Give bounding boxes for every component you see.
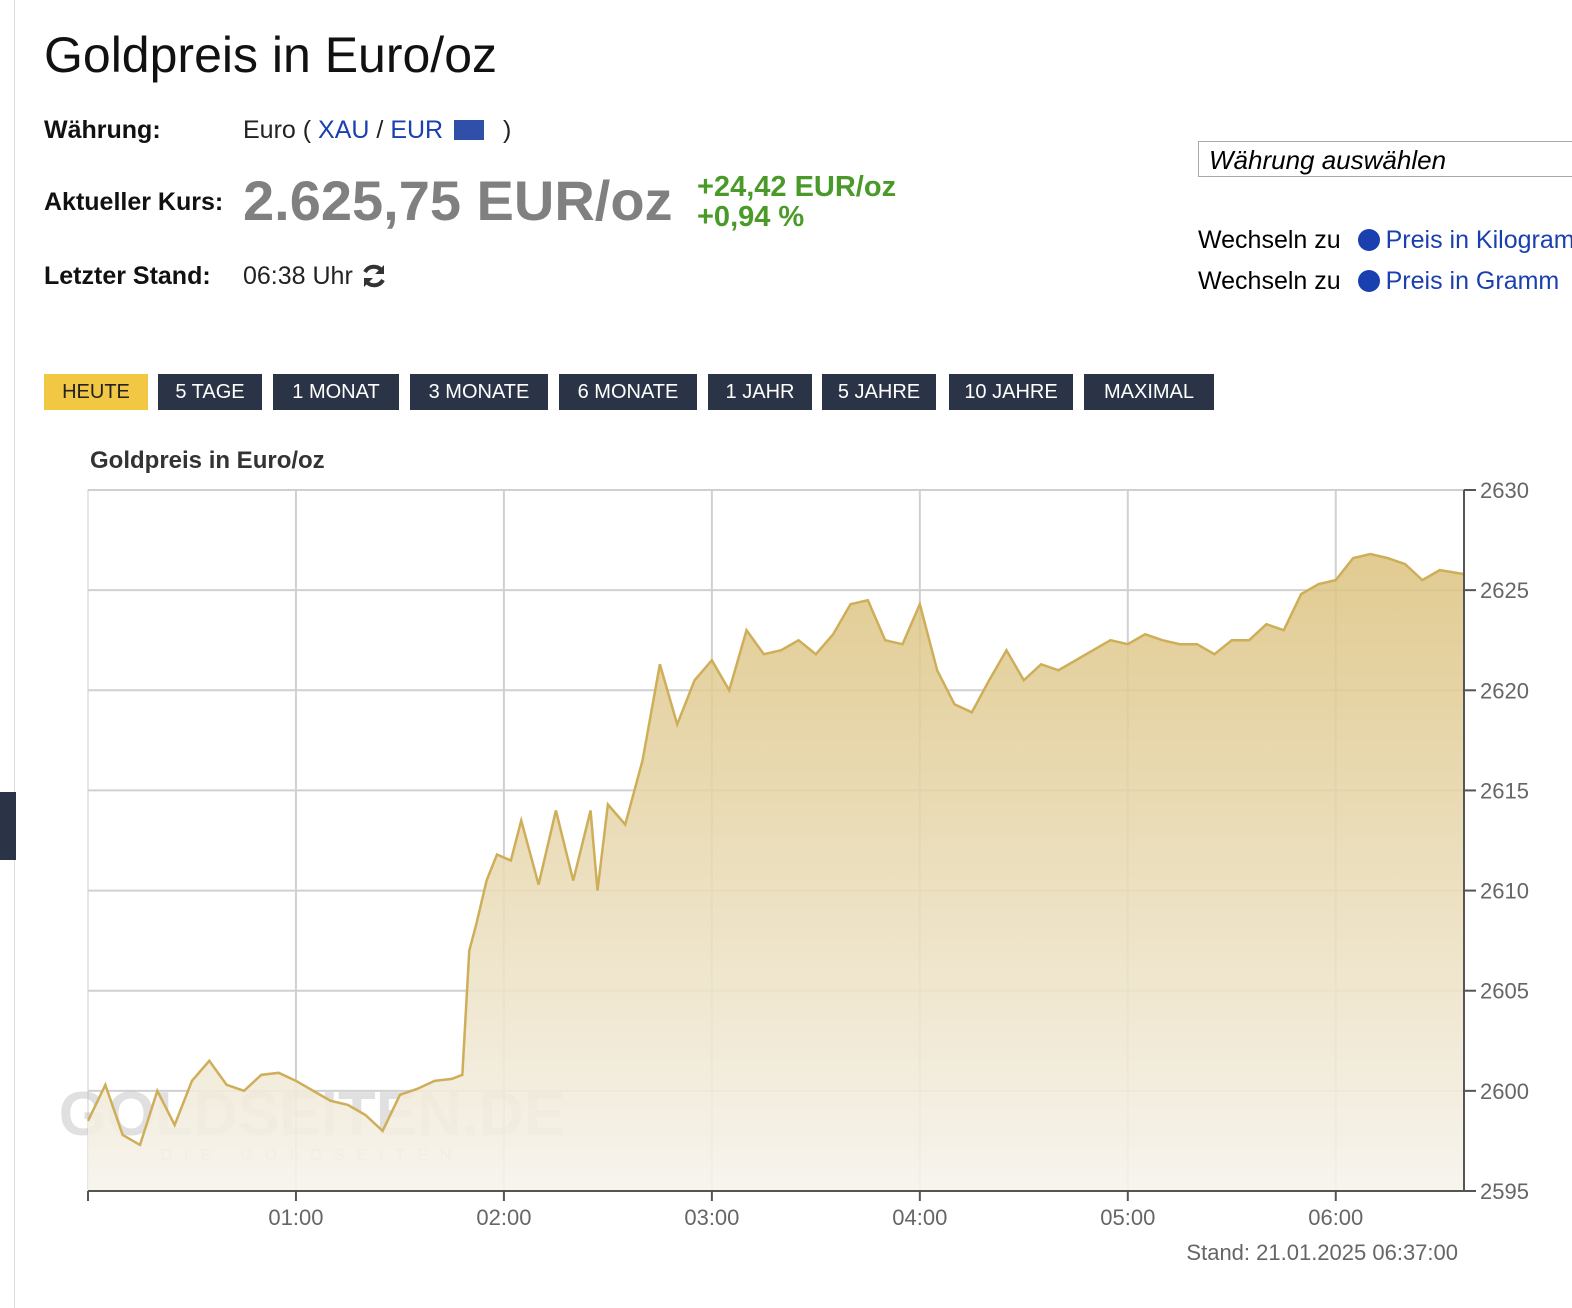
period-tab[interactable]: 1 MONAT bbox=[273, 374, 399, 410]
change-abs: +24,42 EUR/oz bbox=[697, 171, 897, 203]
text: Wechseln zu bbox=[1198, 267, 1341, 295]
text: / bbox=[376, 116, 384, 144]
price: 2.625,75 EUR/oz bbox=[243, 169, 673, 232]
x-tick-label: 02:00 bbox=[476, 1205, 531, 1230]
arrow-icon bbox=[1357, 229, 1380, 251]
currency: Euro ( XAU / EUR ) bbox=[243, 116, 511, 145]
links: Wechseln zu Preis in Kilogramm Wechseln … bbox=[1198, 220, 1572, 302]
label: Währung: bbox=[44, 116, 161, 144]
area-fill bbox=[88, 554, 1464, 1191]
time: 06:38 Uhr bbox=[243, 262, 353, 290]
x-tick-label: 04:00 bbox=[892, 1205, 947, 1230]
label: Aktueller Kurs: bbox=[44, 188, 224, 216]
refresh-icon[interactable] bbox=[360, 262, 388, 290]
link-row: Wechseln zu Preis in Gramm bbox=[1198, 261, 1572, 302]
change-pct: +0,94 % bbox=[697, 201, 805, 233]
period-tab[interactable]: MAXIMAL bbox=[1084, 374, 1214, 410]
text: Wechseln zu bbox=[1198, 226, 1341, 254]
x-tick-label: 05:00 bbox=[1100, 1205, 1155, 1230]
x-tick-label: 06:00 bbox=[1308, 1205, 1363, 1230]
y-tick-label: 2620 bbox=[1480, 678, 1529, 703]
y-tick-label: 2595 bbox=[1480, 1179, 1529, 1204]
text: ) bbox=[503, 116, 512, 144]
page-title: Goldpreis in Euro/oz bbox=[44, 27, 498, 83]
period-tab[interactable]: 5 JAHRE bbox=[822, 374, 936, 410]
period-tab[interactable]: 5 TAGE bbox=[158, 374, 262, 410]
link[interactable]: Preis in Kilogramm bbox=[1385, 226, 1572, 254]
period-tab[interactable]: 3 MONATE bbox=[410, 374, 548, 410]
label: Letzter Stand: bbox=[44, 262, 211, 290]
period-tab[interactable]: 10 JAHRE bbox=[949, 374, 1073, 410]
chart: Goldpreis in Euro/oz Stand: 21.01.2025 0… bbox=[59, 447, 1529, 1265]
y-tick-label: 2615 bbox=[1480, 778, 1529, 803]
footnote: Stand: 21.01.2025 06:37:00 bbox=[1186, 1240, 1458, 1265]
y-tick-label: 2610 bbox=[1480, 879, 1529, 904]
y-tick-label: 2630 bbox=[1480, 478, 1529, 503]
link[interactable]: Preis in Gramm bbox=[1385, 267, 1560, 295]
link-row: Wechseln zu Preis in Kilogramm bbox=[1198, 220, 1572, 261]
chart-title: Goldpreis in Euro/oz bbox=[90, 447, 325, 474]
y-tick-label: 2625 bbox=[1480, 578, 1529, 603]
x-tick-label: 03:00 bbox=[684, 1205, 739, 1230]
left-strip bbox=[0, 0, 15, 1308]
period-tab[interactable]: 1 JAHR bbox=[708, 374, 812, 410]
link[interactable]: XAU bbox=[318, 116, 370, 144]
price-line bbox=[86, 552, 1465, 1147]
side-tab[interactable] bbox=[0, 792, 16, 860]
y-tick-label: 2600 bbox=[1480, 1079, 1529, 1104]
arrow-icon bbox=[1357, 270, 1380, 292]
link[interactable]: EUR bbox=[390, 116, 444, 144]
flag-icon bbox=[454, 120, 485, 140]
text: Euro ( bbox=[243, 116, 312, 144]
period-tab[interactable]: 6 MONATE bbox=[559, 374, 697, 410]
period-tab[interactable]: HEUTE bbox=[44, 374, 148, 410]
currency-select[interactable]: Währung auswählen bbox=[1198, 141, 1572, 177]
x-tick-label: 01:00 bbox=[268, 1205, 323, 1230]
y-tick-label: 2605 bbox=[1480, 979, 1529, 1004]
